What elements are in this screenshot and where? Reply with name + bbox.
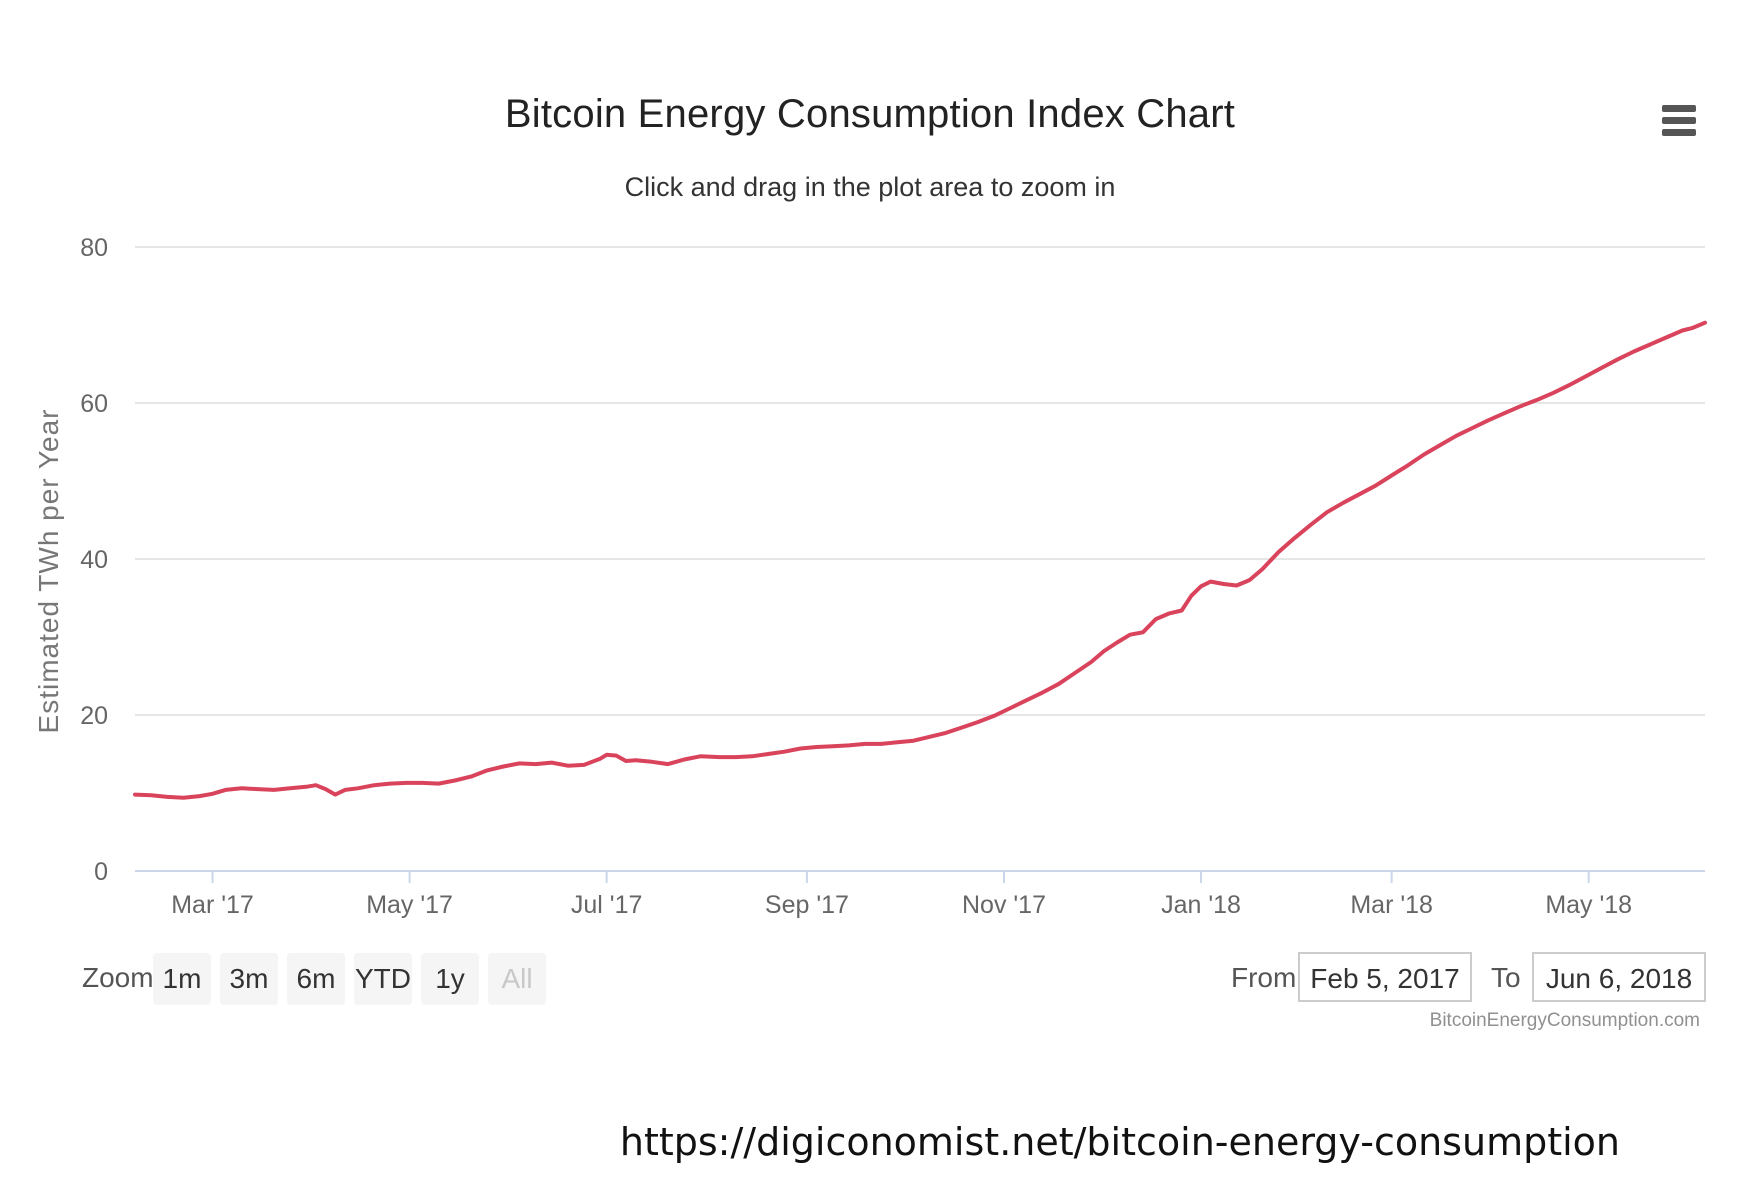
from-date-input[interactable]: Feb 5, 2017: [1298, 952, 1472, 1002]
from-label: From: [1231, 962, 1297, 993]
chart-title: Bitcoin Energy Consumption Index Chart: [504, 92, 1236, 136]
zoom-button-ytd[interactable]: YTD: [354, 953, 412, 1005]
zoom-button-3m[interactable]: 3m: [220, 953, 278, 1005]
x-tick-label: May '18: [1545, 891, 1632, 919]
credits-link[interactable]: BitcoinEnergyConsumption.com: [1429, 1010, 1700, 1031]
zoom-button-1y[interactable]: 1y: [421, 953, 479, 1005]
y-axis-label: Estimated TWh per Year: [33, 409, 64, 734]
y-tick-label: 0: [94, 858, 108, 886]
to-label: To: [1491, 962, 1521, 993]
x-tick-label: Jul '17: [571, 891, 642, 919]
grid-lines: [135, 246, 1705, 716]
x-tick-label: Nov '17: [962, 891, 1046, 919]
series-line: [133, 320, 1707, 800]
x-tick-label: Sep '17: [765, 891, 849, 919]
source-url: https://digiconomist.net/bitcoin-energy-…: [619, 1120, 1620, 1164]
zoom-button-6m[interactable]: 6m: [287, 953, 345, 1005]
to-date-input[interactable]: Jun 6, 2018: [1532, 952, 1706, 1002]
x-tick-label: Mar '17: [171, 891, 254, 919]
chart-plot[interactable]: 0 20 40 60 80 Mar '17 May '17 Jul '17 Sep '17 No…: [0, 0, 1760, 940]
menu-line: [1662, 117, 1696, 124]
menu-line: [1662, 105, 1696, 112]
menu-line: [1662, 129, 1696, 136]
series-layer: [133, 320, 1707, 800]
y-tick-label: 20: [80, 702, 108, 730]
zoom-button-1m[interactable]: 1m: [153, 953, 211, 1005]
zoom-button-all: All: [488, 953, 546, 1005]
x-tick-label: Mar '18: [1350, 891, 1433, 919]
y-tick-label: 60: [80, 390, 108, 418]
hamburger-menu-icon[interactable]: [1662, 105, 1696, 145]
chart-subtitle: Click and drag in the plot area to zoom …: [624, 172, 1116, 202]
x-axis-ticks: Mar '17 May '17 Jul '17 Sep '17 Nov '17 Jan '…: [171, 871, 1632, 919]
y-axis-ticks: 0 20 40 60 80: [80, 234, 108, 886]
y-tick-label: 80: [80, 234, 108, 262]
y-tick-label: 40: [80, 546, 108, 574]
x-tick-label: May '17: [366, 891, 453, 919]
zoom-label: Zoom: [82, 962, 154, 993]
x-tick-label: Jan '18: [1161, 891, 1241, 919]
